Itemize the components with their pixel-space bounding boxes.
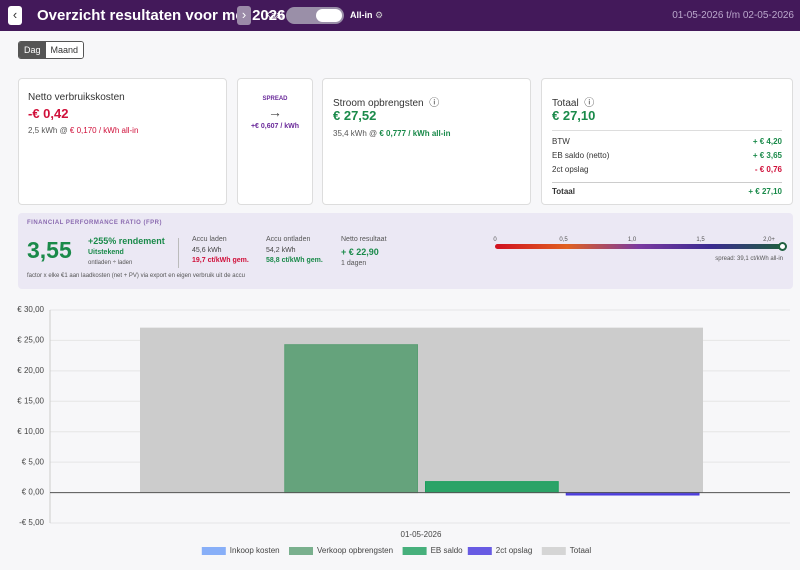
detail-rate: € 0,170 / kWh all-in <box>69 126 139 135</box>
card-value: -€ 0,42 <box>28 106 69 121</box>
y-tick-label: € 25,00 <box>17 336 44 345</box>
netto-card: Netto verbruikskosten -€ 0,42 2,5 kWh @ … <box>18 78 227 205</box>
row-label: EB saldo (netto) <box>552 151 610 160</box>
gauge-spread: spread: 39,1 ct/kWh all-in <box>715 256 783 262</box>
legend-swatch <box>402 547 427 555</box>
mode-toggle[interactable] <box>286 7 344 24</box>
row-label: BTW <box>552 137 570 146</box>
gauge-marker <box>778 242 787 251</box>
x-tick-label: 01-05-2026 <box>401 530 442 539</box>
bar <box>425 481 559 494</box>
tab[interactable]: Dag <box>19 42 46 58</box>
card-value: € 27,10 <box>552 108 596 123</box>
detail-text: 35,4 kWh @ <box>333 129 378 138</box>
legend-label: EB saldo <box>431 546 464 555</box>
gauge-tick: 0 <box>493 237 497 243</box>
card-title: Totaal <box>552 98 579 109</box>
card-title-row: Stroom opbrengsten ⓘ <box>333 94 439 109</box>
spread-card: SPREAD → +€ 0,607 / kWh <box>237 78 313 205</box>
row-value: + € 27,10 <box>748 187 782 196</box>
tab[interactable]: Maand <box>45 42 84 58</box>
detail-text: 2,5 kWh @ <box>28 126 68 135</box>
info-icon[interactable]: ⓘ <box>429 98 440 109</box>
y-tick-label: -€ 5,00 <box>19 518 44 527</box>
breakdown-row: EB saldo (netto) + € 3,65 <box>552 151 782 165</box>
detail-rate: € 0,777 / kWh all-in <box>379 129 451 138</box>
fpr-panel: FINANCIAL PERFORMANCE RATIO (FPR) 3,55 +… <box>18 213 793 289</box>
fpr-rating: Uitstekend <box>88 249 124 256</box>
stat-line1: + € 22,90 <box>341 247 379 257</box>
toggle-knob <box>316 9 342 22</box>
legend-label: 2ct opslag <box>496 546 532 555</box>
next-button[interactable]: › <box>237 6 251 25</box>
y-tick-label: € 0,00 <box>22 488 45 497</box>
bar <box>140 327 703 493</box>
gauge-tick: 1,5 <box>696 237 705 243</box>
card-detail: 2,5 kWh @ € 0,170 / kWh all-in <box>28 126 138 135</box>
info-icon[interactable]: ⓘ <box>584 98 595 109</box>
card-detail: 35,4 kWh @ € 0,777 / kWh all-in <box>333 129 451 138</box>
gauge-bar <box>495 244 783 249</box>
divider <box>552 130 782 131</box>
header: ‹ Overzicht resultaten voor mei 2026 › K… <box>0 0 800 31</box>
legend-label: Inkoop kosten <box>230 546 280 555</box>
y-tick-label: € 5,00 <box>22 457 45 466</box>
stat-line2: 19,7 ct/kWh gem. <box>192 257 249 264</box>
stat-line1: 54,2 kWh <box>266 247 296 254</box>
breakdown-row: BTW + € 4,20 <box>552 137 782 151</box>
card-value: € 27,52 <box>333 108 377 123</box>
stat-label: Accu ontladen <box>266 236 311 243</box>
breakdown: BTW + € 4,20 EB saldo (netto) + € 3,65 2ct o… <box>552 137 782 196</box>
legend-swatch <box>201 547 226 555</box>
spread-arrow: → <box>268 104 282 120</box>
row-value: + € 3,65 <box>752 151 782 160</box>
legend-swatch <box>289 547 313 555</box>
stat-line2: 58,8 ct/kWh gem. <box>266 257 323 264</box>
spread-value: +€ 0,607 / kWh <box>250 123 300 130</box>
stat-label: Accu laden <box>192 236 227 243</box>
bar <box>284 344 418 494</box>
legend-swatch <box>541 547 566 555</box>
row-label: 2ct opslag <box>552 165 589 174</box>
chart: -€ 5,00 € 0,00 € 5,00 € 10,00 € 15,00 € 20,00… <box>17 305 790 555</box>
row-value: + € 4,20 <box>752 137 782 146</box>
total-row: Totaal + € 27,10 <box>552 182 782 196</box>
breakdown-row: 2ct opslag - € 0,76 <box>552 165 782 179</box>
y-tick-label: € 30,00 <box>17 305 44 314</box>
gauge-tick: 1,0 <box>627 237 637 243</box>
spread-label: SPREAD <box>262 96 288 102</box>
fpr-return: +255% rendement <box>88 236 165 246</box>
card-title: Stroom opbrengsten <box>333 98 424 109</box>
stat-label: Netto resultaat <box>341 236 387 243</box>
y-tick-label: € 20,00 <box>17 366 44 375</box>
fpr-label: FINANCIAL PERFORMANCE RATIO (FPR) <box>27 220 162 226</box>
row-label: Totaal <box>552 187 575 196</box>
stat-line1: 45,6 kWh <box>192 247 222 254</box>
row-value: - € 0,76 <box>754 165 782 174</box>
legend-swatch <box>467 547 492 555</box>
fpr-footnote: factor x elke €1 aan laadkosten (net + P… <box>27 273 245 279</box>
tab-bar: Dag Maand <box>18 41 85 59</box>
settings-icon[interactable]: ⚙ <box>375 10 384 20</box>
y-tick-label: € 15,00 <box>17 396 44 405</box>
totaal-card: Totaal ⓘ € 27,10 BTW + € 4,20 EB saldo (ne… <box>541 78 793 205</box>
fpr-formula: ontladen ÷ laden <box>88 260 133 266</box>
fpr-value: 3,55 <box>27 237 72 263</box>
stroom-card: Stroom opbrengsten ⓘ € 27,52 35,4 kWh @ … <box>322 78 531 205</box>
date-range: 01-05-2026 t/m 02-05-2026 <box>672 10 794 21</box>
separator <box>178 238 179 268</box>
toggle-off-label: Kaal <box>265 10 284 20</box>
card-title-row: Totaal ⓘ <box>552 94 594 109</box>
gauge-tick: 0,5 <box>559 237 568 243</box>
page-title: Overzicht resultaten voor mei 2026 <box>37 7 286 24</box>
legend-label: Verkoop opbrengsten <box>317 546 393 555</box>
prev-button[interactable]: ‹ <box>8 6 22 25</box>
card-title: Netto verbruikskosten <box>28 92 125 103</box>
toggle-on-label: All-in <box>350 10 373 20</box>
stat-line2: 1 dagen <box>341 260 367 267</box>
y-tick-label: € 10,00 <box>17 427 44 436</box>
gauge-tick: 2,0+ <box>763 237 775 243</box>
legend-label: Totaal <box>570 546 592 555</box>
